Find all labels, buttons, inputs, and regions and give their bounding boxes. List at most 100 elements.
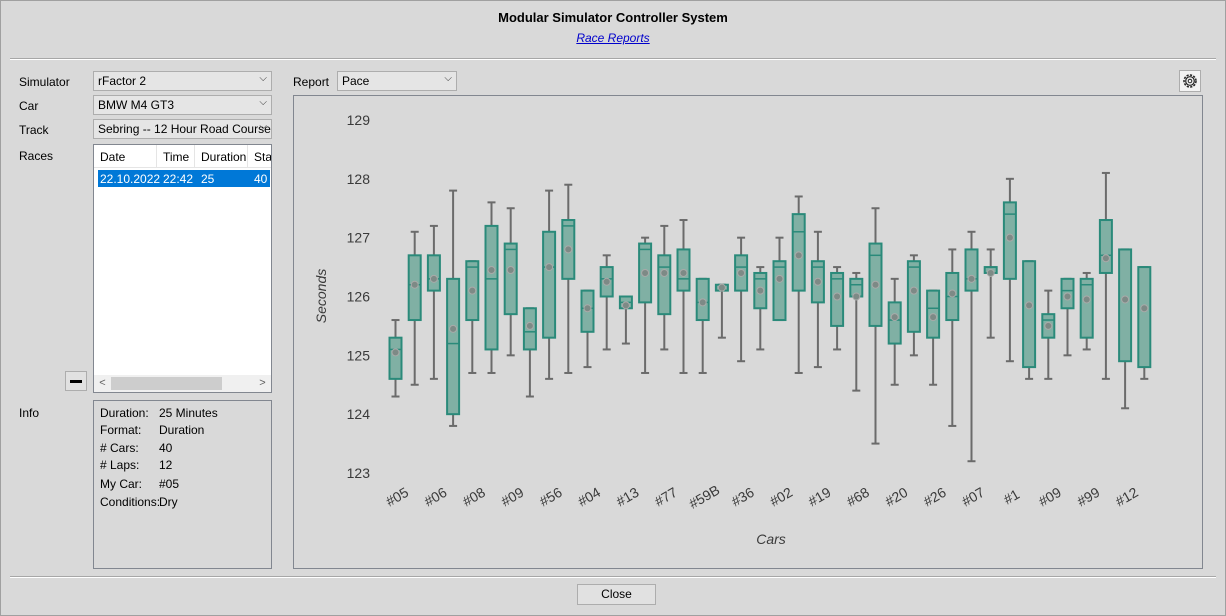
report-label: Report xyxy=(293,75,330,89)
x-tick-label: #09 xyxy=(498,484,526,510)
close-button[interactable]: Close xyxy=(577,584,656,605)
box-mean-marker xyxy=(698,298,707,307)
car-dropdown[interactable]: BMW M4 GT3 ⌵ xyxy=(93,95,272,115)
box-mean-marker xyxy=(545,263,554,272)
info-value: #05 xyxy=(159,477,180,491)
box-iqr xyxy=(906,260,921,333)
x-tick-label: #09 xyxy=(1036,484,1064,510)
box-iqr xyxy=(1098,219,1113,274)
info-key: Duration: xyxy=(100,406,149,420)
row-time: 22:42 xyxy=(163,172,194,186)
pace-box-chart: 123 124 125 126 127 128 129 #05 #06 #08 #09 #56 #04… xyxy=(313,112,1152,547)
y-tick-label: 128 xyxy=(347,171,371,187)
column-date[interactable]: Date xyxy=(94,145,157,168)
x-tick-label: #36 xyxy=(728,484,756,510)
chevron-down-icon: ⌵ xyxy=(259,121,267,132)
box-mean-marker xyxy=(737,268,746,277)
chevron-down-icon: ⌵ xyxy=(259,97,267,108)
box-mean-marker xyxy=(1044,321,1053,330)
box-mean-marker xyxy=(967,274,976,283)
y-tick-label: 127 xyxy=(347,230,371,246)
row-duration: 25 xyxy=(201,172,215,186)
box-mean-marker xyxy=(583,304,592,313)
info-key: Conditions: xyxy=(100,495,161,509)
report-dropdown[interactable]: Pace ⌵ xyxy=(337,71,457,91)
box-mean-marker xyxy=(621,301,630,310)
info-value: Duration xyxy=(159,423,205,437)
scrollbar-thumb[interactable] xyxy=(111,377,222,390)
info-panel: Duration: 25 Minutes Format: Duration # … xyxy=(93,400,272,569)
box-mean-marker xyxy=(391,348,400,357)
y-tick-label: 126 xyxy=(347,289,371,305)
column-time[interactable]: Time xyxy=(157,145,195,168)
x-tick-label: #08 xyxy=(460,484,488,510)
box-mean-marker xyxy=(1063,292,1072,301)
box-iqr xyxy=(542,230,557,339)
track-value: Sebring -- 12 Hour Road Course xyxy=(98,122,271,136)
x-tick-label: #1 xyxy=(1001,486,1023,508)
scroll-right-icon[interactable]: > xyxy=(259,377,266,389)
box-mean-marker xyxy=(679,268,688,277)
x-tick-label: #02 xyxy=(767,484,795,510)
row-starters: 40 xyxy=(254,172,268,186)
box-iqr xyxy=(1079,277,1094,339)
race-reports-link[interactable]: Race Reports xyxy=(576,31,650,45)
box-iqr xyxy=(657,254,672,316)
box-mean-marker xyxy=(506,266,515,275)
x-axis-label: Cars xyxy=(756,531,786,547)
report-value: Pace xyxy=(342,74,370,88)
box-mean-marker xyxy=(948,289,957,298)
box-mean-marker xyxy=(602,277,611,286)
box-iqr xyxy=(484,224,499,351)
box-mean-marker xyxy=(909,286,918,295)
info-value: Dry xyxy=(159,495,178,509)
column-starters[interactable]: Sta xyxy=(248,145,271,168)
box-mean-marker xyxy=(756,286,765,295)
horizontal-scrollbar[interactable]: < > xyxy=(94,375,271,392)
x-tick-label: #05 xyxy=(383,484,411,510)
x-tick-label: #99 xyxy=(1074,484,1102,510)
delete-race-button[interactable] xyxy=(65,371,87,391)
chevron-down-icon: ⌵ xyxy=(259,73,267,84)
x-tick-label: #68 xyxy=(844,484,872,510)
box-mean-marker xyxy=(1121,295,1130,304)
bottom-divider xyxy=(10,576,1216,578)
x-tick-label: #20 xyxy=(882,484,910,510)
info-key: Format: xyxy=(100,423,142,437)
info-key: My Car: xyxy=(100,477,142,491)
simulator-dropdown[interactable]: rFactor 2 ⌵ xyxy=(93,71,272,91)
races-list[interactable]: Date Time Duration Sta 22.10.2022 22:42 … xyxy=(93,144,272,393)
box-mean-marker xyxy=(410,280,419,289)
row-date: 22.10.2022 xyxy=(100,172,161,186)
races-list-header: Date Time Duration Sta xyxy=(94,145,271,169)
box-iqr xyxy=(772,260,787,322)
box-mean-marker xyxy=(852,292,861,301)
box-mean-marker xyxy=(660,268,669,277)
y-tick-label: 124 xyxy=(347,406,371,422)
car-label: Car xyxy=(19,99,39,113)
table-row[interactable]: 22.10.2022 22:42 25 40 xyxy=(98,170,270,187)
info-key: # Laps: xyxy=(100,458,140,472)
box-mean-marker xyxy=(986,268,995,277)
races-label: Races xyxy=(19,149,54,163)
gear-icon xyxy=(1183,74,1197,88)
y-tick-label: 123 xyxy=(347,465,371,481)
box-mean-marker xyxy=(813,277,822,286)
box-mean-marker xyxy=(871,280,880,289)
box-mean-marker xyxy=(794,251,803,260)
track-dropdown[interactable]: Sebring -- 12 Hour Road Course ⌵ xyxy=(93,119,272,139)
box-iqr xyxy=(446,277,461,416)
box-mean-marker xyxy=(429,274,438,283)
settings-button[interactable] xyxy=(1179,70,1201,92)
box-iqr xyxy=(1118,248,1133,363)
box-mean-marker xyxy=(1140,304,1149,313)
info-label: Info xyxy=(19,406,40,420)
info-key: # Cars: xyxy=(100,441,139,455)
window-title: Modular Simulator Controller System xyxy=(498,10,728,25)
track-label: Track xyxy=(19,123,49,137)
column-duration[interactable]: Duration xyxy=(195,145,248,168)
box-mean-marker xyxy=(1005,233,1014,242)
scroll-left-icon[interactable]: < xyxy=(99,377,106,389)
box-mean-marker xyxy=(1101,254,1110,263)
box-mean-marker xyxy=(1082,295,1091,304)
